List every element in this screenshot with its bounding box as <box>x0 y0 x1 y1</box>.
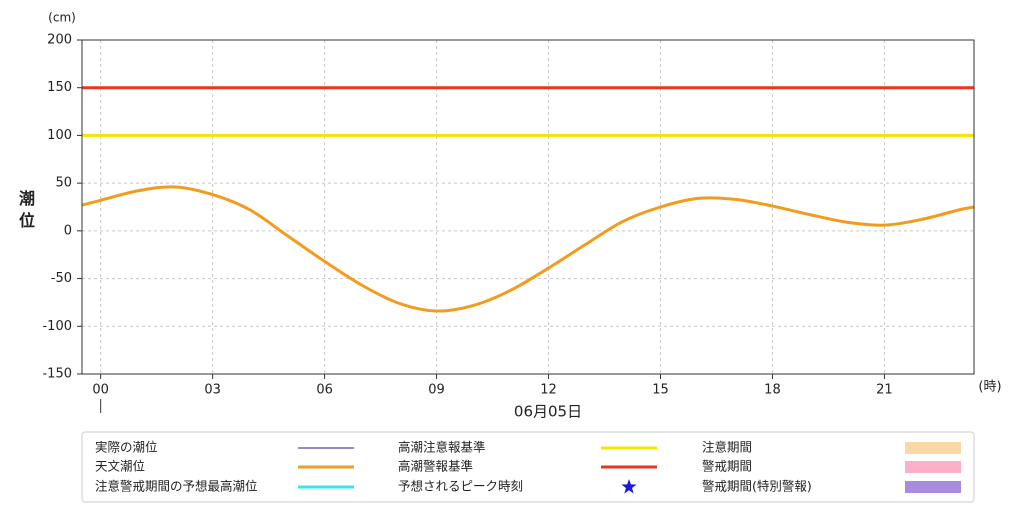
x-tick-label: 00 <box>92 383 109 398</box>
legend-label: 警戒期間 <box>702 459 752 474</box>
legend-label: 天文潮位 <box>95 459 145 474</box>
legend-label: 高潮警報基準 <box>398 459 473 474</box>
legend-label: 実際の潮位 <box>95 440 158 455</box>
x-tick-label: 06 <box>316 383 333 398</box>
y-unit: (cm) <box>48 11 76 25</box>
legend-label: 警戒期間(特別警報) <box>702 479 812 494</box>
x-tick-label: 09 <box>428 383 445 398</box>
legend-box <box>81 431 975 503</box>
date-label: 06月05日 <box>514 403 582 421</box>
tide-line <box>81 185 975 313</box>
legend-label: 注意警戒期間の予想最高潮位 <box>95 479 258 494</box>
x-tick-label: 21 <box>876 383 893 398</box>
x-tick-label: 18 <box>764 383 781 398</box>
legend-label: 予想されるピーク時刻 <box>398 479 523 494</box>
y-tick-label: 0 <box>64 223 72 238</box>
x-unit: (時) <box>978 380 1001 395</box>
legend-symbol <box>621 479 637 494</box>
y-tick-label: 100 <box>47 128 72 143</box>
x-tick-label: 12 <box>540 383 557 398</box>
legend-symbol <box>905 481 961 493</box>
y-axis-label: 潮位 <box>19 189 35 230</box>
legend-symbol <box>905 442 961 454</box>
y-tick-label: -50 <box>51 271 72 286</box>
y-tick-label: -150 <box>42 367 72 382</box>
x-tick-label: 03 <box>204 383 221 398</box>
legend-label: 高潮注意報基準 <box>398 440 486 455</box>
y-tick-label: 50 <box>55 176 72 191</box>
legend-symbol <box>905 461 961 473</box>
y-tick-label: -100 <box>42 319 72 334</box>
x-tick-label: 15 <box>652 383 669 398</box>
plot-border <box>81 39 975 375</box>
y-tick-label: 200 <box>47 33 72 48</box>
y-tick-label: 150 <box>47 80 72 95</box>
legend-label: 注意期間 <box>702 440 752 455</box>
